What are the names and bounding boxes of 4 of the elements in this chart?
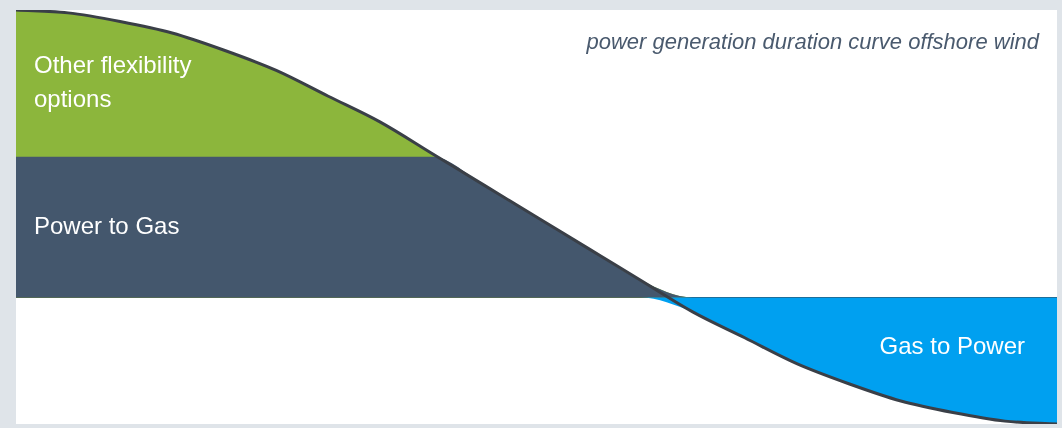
series-label: Power to Gas xyxy=(34,211,180,239)
series-label: Other flexibility options xyxy=(34,50,192,112)
series-label: Gas to Power xyxy=(879,332,1025,360)
text: power generation duration curve offshore wind xyxy=(585,29,1040,55)
